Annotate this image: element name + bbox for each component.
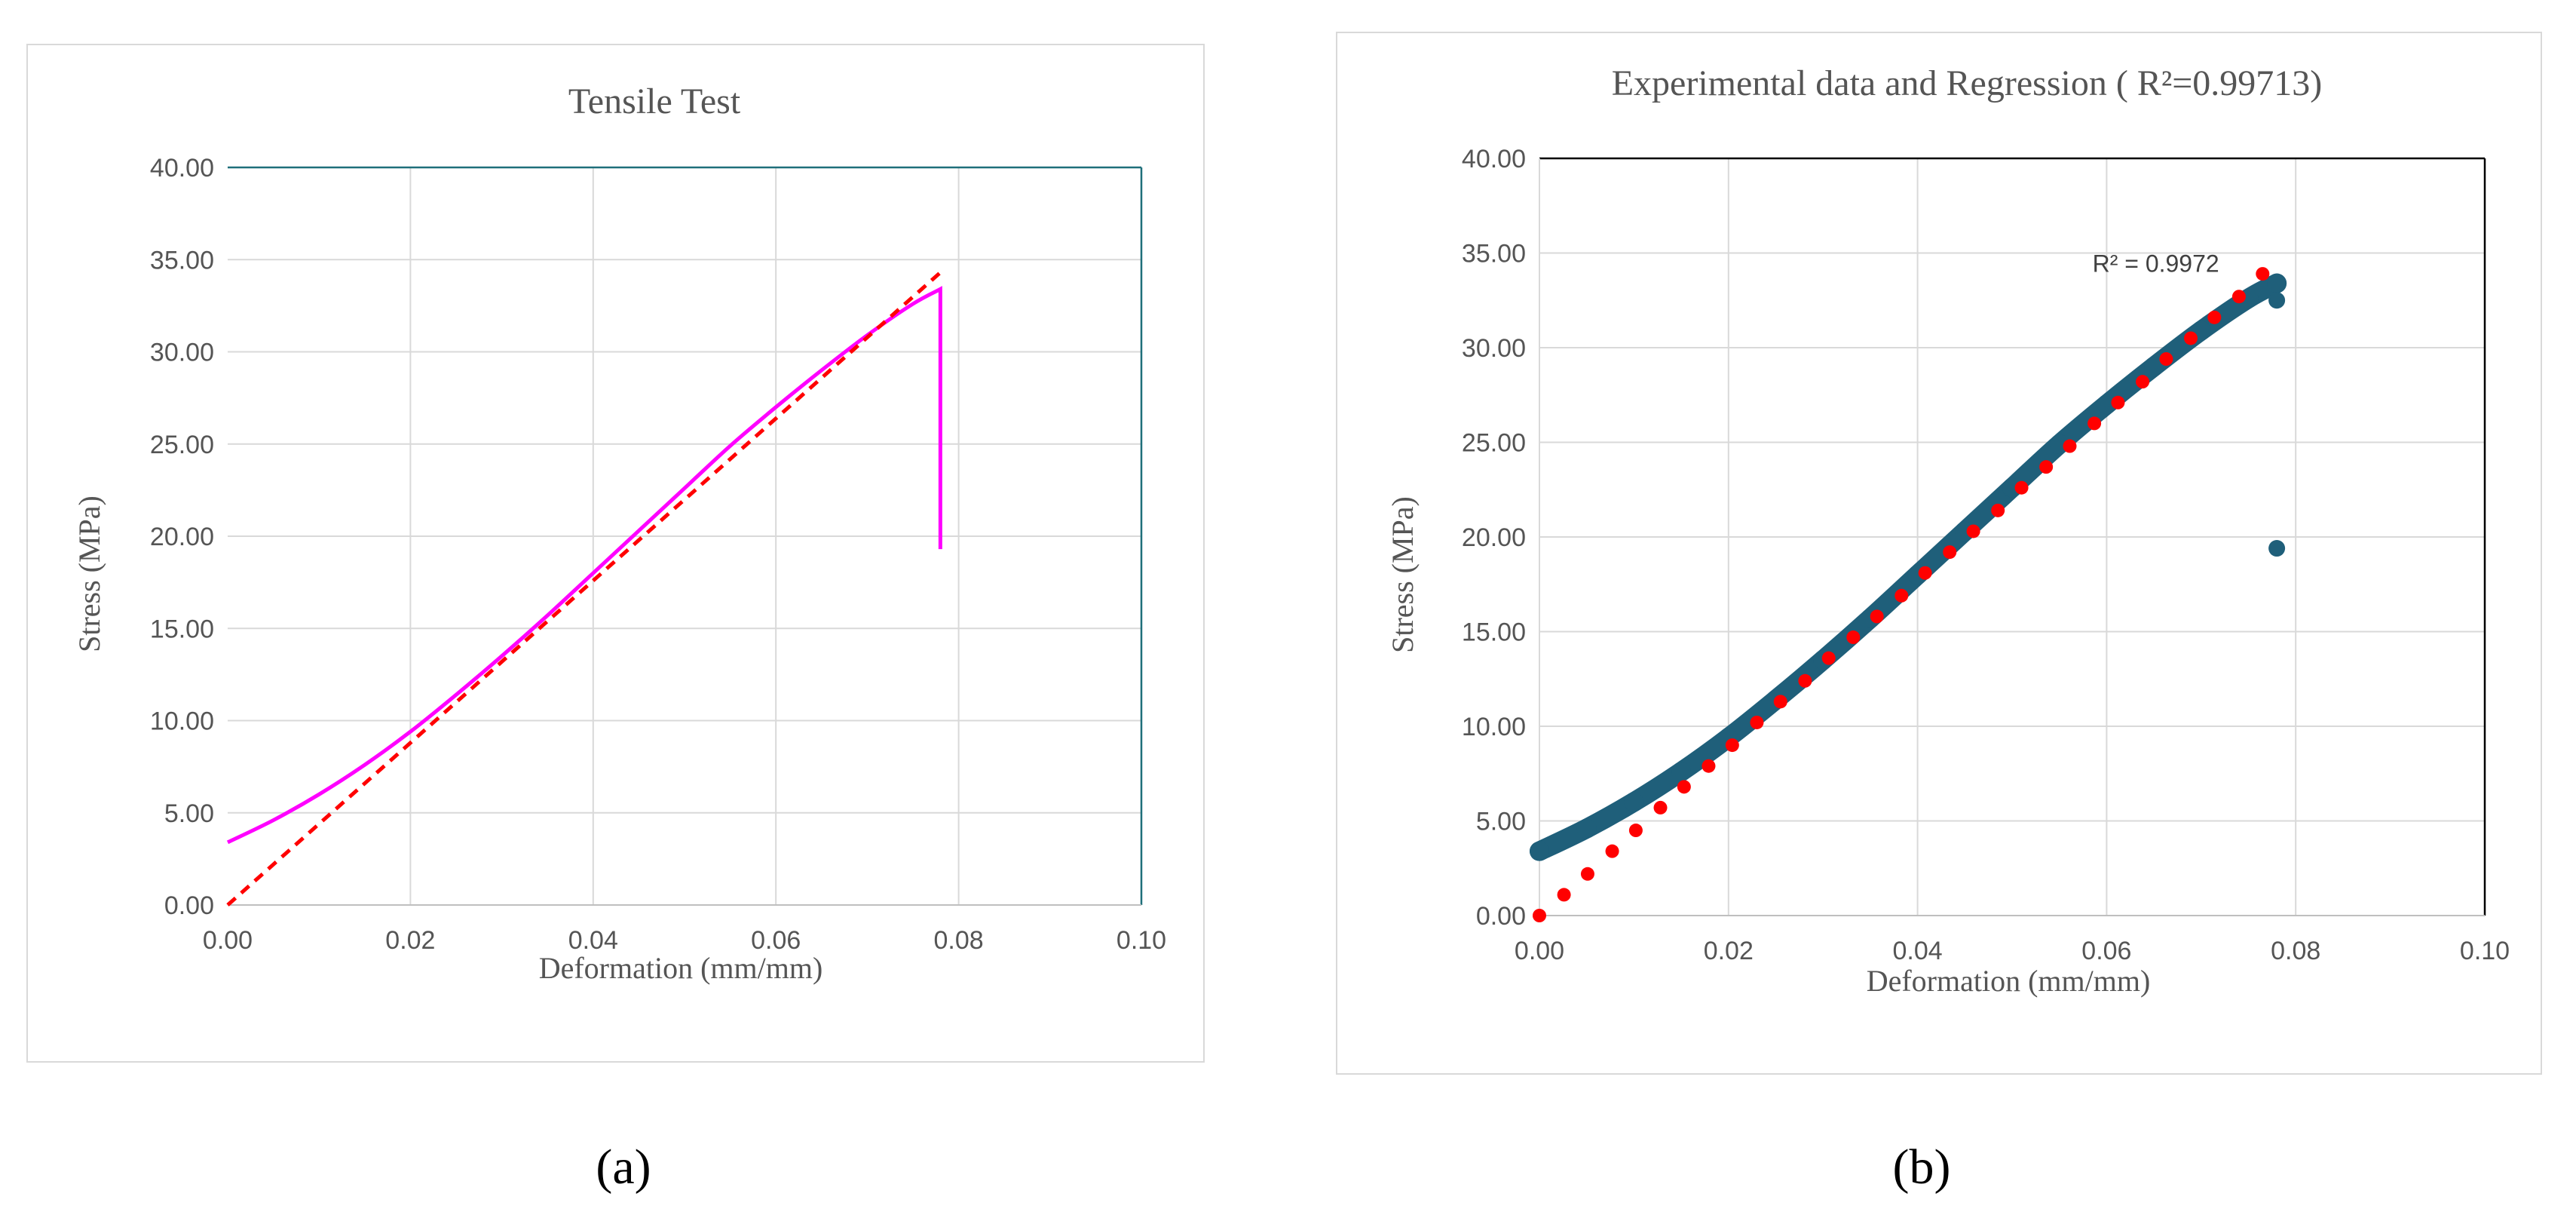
y-tick-label: 35.00 bbox=[1462, 240, 1526, 268]
regression-point bbox=[1725, 738, 1739, 753]
x-tick-label: 0.08 bbox=[2271, 937, 2320, 965]
regression-point bbox=[1894, 588, 1909, 603]
experimental-point bbox=[1671, 762, 1692, 782]
x-tick-label: 0.00 bbox=[203, 926, 253, 955]
regression-point bbox=[1821, 651, 1836, 665]
chart-panel-b: Experimental data and Regression ( R²=0.… bbox=[1336, 32, 2542, 1075]
x-tick-label: 0.06 bbox=[751, 926, 801, 955]
regression-point bbox=[1750, 715, 1764, 729]
x-tick-label: 0.04 bbox=[1893, 937, 1943, 965]
regression-point bbox=[1677, 780, 1691, 794]
experimental-point bbox=[1530, 841, 1549, 861]
regression-point bbox=[2159, 352, 2173, 367]
regression-point bbox=[1943, 545, 1957, 560]
regression-point bbox=[1991, 503, 2005, 517]
experimental-point bbox=[2268, 292, 2286, 309]
x-tick-label: 0.10 bbox=[1116, 926, 1166, 955]
series-line-linear-fit bbox=[226, 271, 942, 907]
regression-point bbox=[2039, 460, 2054, 474]
regression-point bbox=[1605, 844, 1619, 858]
experimental-point bbox=[1576, 818, 1597, 839]
regression-point bbox=[2184, 331, 2198, 345]
y-tick-label: 40.00 bbox=[150, 154, 214, 183]
y-tick-label: 20.00 bbox=[1462, 523, 1526, 552]
chart-title: Experimental data and Regression ( R²=0.… bbox=[1612, 63, 2323, 103]
subfigure-label-a: (a) bbox=[596, 1140, 651, 1195]
regression-point bbox=[2063, 439, 2077, 453]
regression-point bbox=[1918, 566, 1932, 580]
y-tick-label: 15.00 bbox=[150, 615, 214, 643]
y-tick-label: 25.00 bbox=[1462, 429, 1526, 458]
regression-point bbox=[1580, 867, 1594, 881]
experimental-point bbox=[2267, 273, 2287, 293]
y-tick-label: 35.00 bbox=[150, 246, 214, 275]
y-tick-label: 25.00 bbox=[150, 431, 214, 459]
y-tick-label: 20.00 bbox=[150, 523, 214, 551]
regression-point bbox=[2231, 290, 2246, 304]
regression-point bbox=[1702, 759, 1716, 773]
regression-point bbox=[1557, 888, 1571, 902]
y-tick-label: 5.00 bbox=[1476, 808, 1526, 836]
chart-panel-a: Tensile Test 0.00 5.00 10.00 15.00 20.00 25.00… bbox=[26, 44, 1205, 1063]
y-axis-label: Stress (MPa) bbox=[72, 495, 106, 652]
y-tick-label: 30.00 bbox=[1462, 334, 1526, 363]
chart-a: Tensile Test 0.00 5.00 10.00 15.00 20.00 25.00… bbox=[72, 81, 1166, 985]
regression-point bbox=[2256, 267, 2270, 281]
x-tick-label: 0.04 bbox=[568, 926, 618, 955]
experimental-point bbox=[2268, 540, 2286, 557]
regression-point bbox=[1773, 695, 1787, 709]
regression-point bbox=[1798, 673, 1812, 688]
regression-point bbox=[2207, 310, 2222, 324]
y-axis-label: Stress (MPa) bbox=[1386, 496, 1420, 653]
experimental-point bbox=[1624, 792, 1644, 812]
x-tick-label: 0.00 bbox=[1515, 937, 1564, 965]
x-tick-label: 0.10 bbox=[2460, 937, 2510, 965]
y-tick-label: 5.00 bbox=[164, 799, 214, 828]
experimental-point bbox=[2144, 357, 2164, 377]
regression-point bbox=[2136, 375, 2150, 389]
regression-point bbox=[1653, 800, 1668, 815]
regression-point bbox=[1533, 909, 1546, 922]
regression-point bbox=[1628, 824, 1643, 838]
x-tick-label: 0.08 bbox=[934, 926, 984, 955]
y-tick-label: 40.00 bbox=[1462, 145, 1526, 173]
subfigure-label-b: (b) bbox=[1892, 1140, 1951, 1195]
regression-point bbox=[1846, 630, 1861, 645]
series-line-experimental bbox=[226, 286, 942, 845]
regression-point bbox=[2087, 416, 2102, 431]
r-squared-annotation: R² = 0.9972 bbox=[2093, 250, 2219, 278]
experimental-point bbox=[2097, 394, 2117, 415]
x-axis-label: Deformation (mm/mm) bbox=[539, 951, 823, 985]
chart-title: Tensile Test bbox=[568, 81, 741, 121]
x-tick-label: 0.06 bbox=[2081, 937, 2131, 965]
x-axis-label: Deformation (mm/mm) bbox=[1867, 964, 2151, 998]
regression-point bbox=[2111, 395, 2125, 410]
regression-point bbox=[2014, 480, 2029, 495]
x-tick-label: 0.02 bbox=[1704, 937, 1754, 965]
y-tick-label: 0.00 bbox=[164, 891, 214, 920]
regression-point bbox=[1870, 609, 1884, 624]
y-tick-label: 10.00 bbox=[150, 707, 214, 736]
series-experimental-band bbox=[1530, 273, 2287, 861]
y-tick-label: 30.00 bbox=[150, 339, 214, 367]
chart-b: Experimental data and Regression ( R²=0.… bbox=[1386, 63, 2510, 998]
y-tick-label: 15.00 bbox=[1462, 618, 1526, 647]
y-tick-label: 0.00 bbox=[1476, 902, 1526, 931]
x-tick-label: 0.02 bbox=[385, 926, 435, 955]
regression-point bbox=[1966, 524, 1980, 538]
y-tick-label: 10.00 bbox=[1462, 713, 1526, 741]
